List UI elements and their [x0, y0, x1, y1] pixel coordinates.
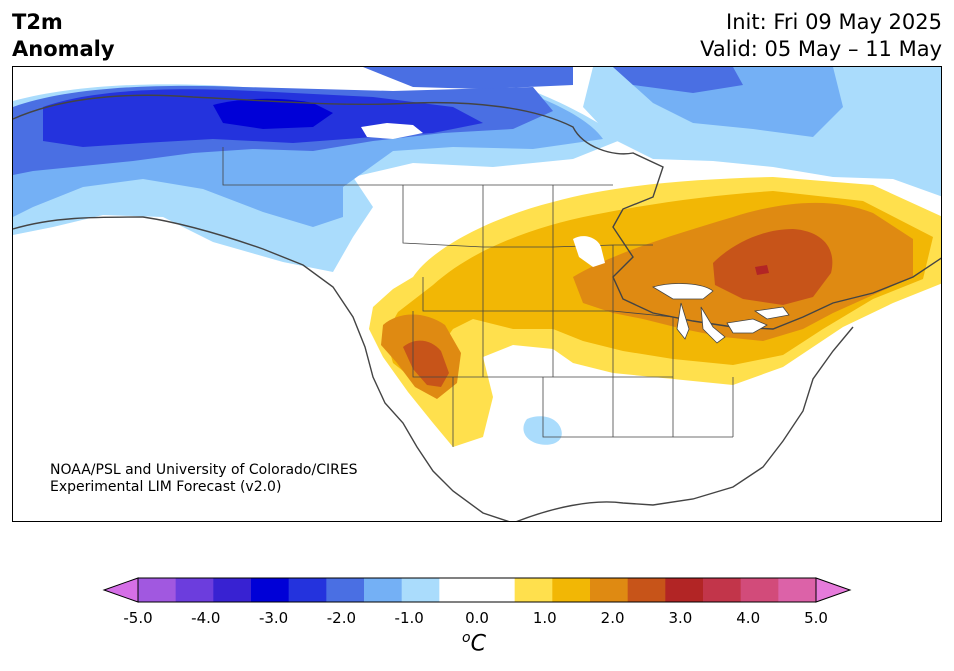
anom-neg-5 [213, 98, 333, 129]
anom-neg-1d [533, 417, 551, 435]
colorbar-bin [514, 578, 553, 602]
title-line-2: Anomaly [12, 37, 115, 61]
colorbar-bin [364, 578, 403, 602]
credit-line-2: Experimental LIM Forecast (v2.0) [50, 479, 282, 495]
colorbar-bin [703, 578, 742, 602]
colorbar-extend-high [815, 577, 852, 603]
colorbar-bin [627, 578, 666, 602]
colorbar-bin [778, 578, 817, 602]
borders [222, 147, 734, 447]
colorbar-bin [740, 578, 779, 602]
unit-degree: o [462, 630, 471, 646]
colorbar-tick-label: 5.0 [804, 609, 828, 627]
great-lakes [652, 283, 790, 344]
colorbar-bin [138, 578, 177, 602]
colorbar-tick-label: -3.0 [259, 609, 288, 627]
colorbar-tick-label: -2.0 [327, 609, 356, 627]
anom-pos-4 [713, 229, 833, 305]
title-left: T2m Anomaly [12, 9, 115, 63]
colorbar-tick-label: 0.0 [465, 609, 489, 627]
colorbar-unit: oC [462, 630, 486, 656]
colorbar-bin [439, 578, 478, 602]
colorbar-tick-label: 1.0 [533, 609, 557, 627]
anom-pos-5 [755, 265, 769, 275]
title-right: Init: Fri 09 May 2025 Valid: 05 May – 11… [700, 9, 942, 63]
colorbar-bin [477, 578, 516, 602]
colorbar-tick-label: 2.0 [601, 609, 625, 627]
anom-neg-3b [363, 67, 573, 89]
colorbar-bin [288, 578, 327, 602]
colorbar-bin [213, 578, 252, 602]
white-patch-hudson [361, 123, 423, 139]
colorbar-bin [326, 578, 365, 602]
coastline [13, 94, 941, 521]
colorbar-bin [552, 578, 591, 602]
valid-range: Valid: 05 May – 11 May [700, 37, 942, 61]
colorbar-bin [175, 578, 214, 602]
anom-pos-4b [403, 340, 449, 387]
credit-line-1: NOAA/PSL and University of Colorado/CIRE… [50, 462, 358, 478]
colorbar-frame [137, 577, 817, 603]
credit-text: NOAA/PSL and University of Colorado/CIRE… [50, 462, 358, 496]
anomaly-map: NOAA/PSL and University of Colorado/CIRE… [12, 66, 942, 522]
map-svg [13, 67, 941, 521]
colorbar-tick-label: -5.0 [123, 609, 152, 627]
unit-letter: C [470, 631, 486, 657]
colorbar-bin [665, 578, 704, 602]
colorbar-tick-label: -1.0 [395, 609, 424, 627]
anom-neg-3c [613, 67, 743, 93]
colorbar-bin [401, 578, 440, 602]
init-date: Init: Fri 09 May 2025 [726, 10, 942, 34]
title-line-1: T2m [12, 10, 63, 34]
colorbar-tick-label: -4.0 [191, 609, 220, 627]
white-patch-2 [573, 236, 605, 267]
colorbar-tick-label: 4.0 [736, 609, 760, 627]
colorbar-bin [590, 578, 629, 602]
colorbar-bin [251, 578, 290, 602]
colorbar-tick-label: 3.0 [668, 609, 692, 627]
colorbar-extend-low [102, 577, 139, 603]
